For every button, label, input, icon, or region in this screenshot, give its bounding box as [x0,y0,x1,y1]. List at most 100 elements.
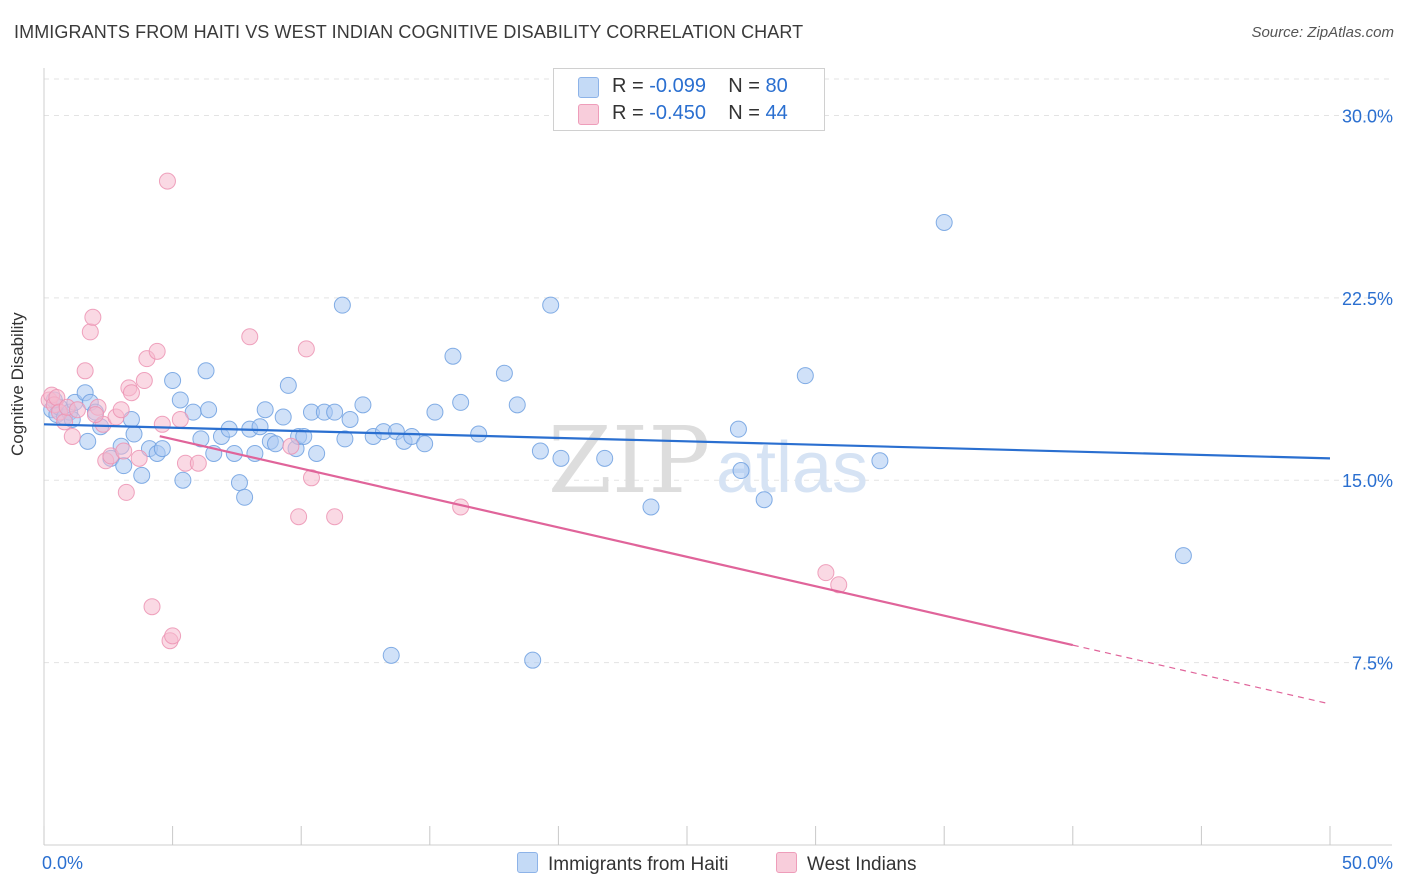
west-indians-point [117,483,135,501]
legend-label-west-indians: West Indians [807,854,917,875]
west-indians-trend-line-extension [1072,644,1331,705]
haiti-point [755,491,773,509]
west-indians-point [297,340,315,358]
y-tick-label: 22.5% [1342,289,1393,309]
haiti-point [796,367,814,385]
haiti-point [382,646,400,664]
west-indians-point [158,172,176,190]
haiti-point [444,347,462,365]
legend-r-value: -0.450 [649,102,706,124]
haiti-point [295,427,313,445]
haiti-point [200,401,218,419]
legend-n-value: 80 [765,75,788,97]
haiti-point [732,462,750,480]
haiti-point [266,435,284,453]
legend-label-haiti: Immigrants from Haiti [548,854,729,875]
haiti-point [871,452,889,470]
trend-lines [43,423,1331,705]
source-note: Source: ZipAtlas.com [1251,24,1394,41]
legend-swatch-haiti [578,77,599,98]
legend-item-haiti: Immigrants from Haiti [517,852,729,876]
west-indians-point [68,401,86,419]
legend-swatch-west-indians [776,852,797,873]
haiti-point [230,474,248,492]
haiti-point [153,440,171,458]
legend-r-label: R = [612,102,644,124]
haiti-point [524,651,542,669]
haiti-point [336,430,354,448]
y-tick-label: 30.0% [1342,106,1393,126]
legend-n-label: N = [728,102,760,124]
legend-n-value: 44 [765,102,788,124]
axes [43,68,1392,846]
grid-lines [44,78,1392,664]
haiti-point [354,396,372,414]
haiti-point [274,408,292,426]
legend-r-label: R = [612,75,644,97]
west-indians-point [86,406,104,424]
haiti-point [279,376,297,394]
haiti-point [326,403,344,421]
haiti-point [508,396,526,414]
west-indians-point [282,437,300,455]
y-tick-label: 7.5% [1352,654,1393,674]
haiti-point [542,296,560,314]
correlation-legend: R = -0.099 N = 80 R = -0.450 N = 44 [553,68,825,131]
west-indians-point [153,415,171,433]
west-indians-point [290,508,308,526]
haiti-point [729,420,747,438]
haiti-point [1174,547,1192,565]
west-indians-point [63,427,81,445]
haiti-trend-line [43,423,1331,460]
west-indians-point [130,449,148,467]
tick-labels: 7.5% 15.0% 22.5% 30.0% 0.0% 50.0% [42,106,1393,873]
west-indians-point [164,627,182,645]
haiti-point [192,430,210,448]
west-indians-point [81,323,99,341]
x-tick-label: 50.0% [1342,853,1393,873]
legend-swatch-west-indians [578,104,599,125]
haiti-point [470,425,488,443]
west-indians-point [135,372,153,390]
haiti-point [426,403,444,421]
y-tick-label: 15.0% [1342,471,1393,491]
west-indians-point [115,442,133,460]
haiti-point [251,418,269,436]
west-indians-point [241,328,259,346]
haiti-point [333,296,351,314]
haiti-point [495,364,513,382]
haiti-point [171,391,189,409]
west-indians-point [143,598,161,616]
haiti-point [452,393,470,411]
west-indians-point [148,342,166,360]
west-indians-point [76,362,94,380]
haiti-point [403,427,421,445]
west-indians-point [817,564,835,582]
haiti-point [125,425,143,443]
haiti-point [935,213,953,231]
haiti-point [164,372,182,390]
haiti-point [531,442,549,460]
haiti-point [197,362,215,380]
west-indians-point [112,401,130,419]
haiti-point [341,410,359,428]
west-indians-point [189,454,207,472]
haiti-point [552,449,570,467]
legend-r-value: -0.099 [649,75,706,97]
data-points [40,172,1192,669]
west-indians-point [84,308,102,326]
west-indians-point [56,413,74,431]
x-tick-label: 0.0% [42,853,83,873]
west-indians-point [122,384,140,402]
legend-n-label: N = [728,75,760,97]
haiti-point [596,449,614,467]
west-indians-point [326,508,344,526]
y-axis-label: Cognitive Disability [8,312,27,456]
haiti-point [642,498,660,516]
watermark-zip: ZIP [548,407,710,514]
haiti-point [416,435,434,453]
haiti-point [133,466,151,484]
legend-item-west-indians: West Indians [776,852,916,876]
west-indians-trend-line [159,435,1074,647]
